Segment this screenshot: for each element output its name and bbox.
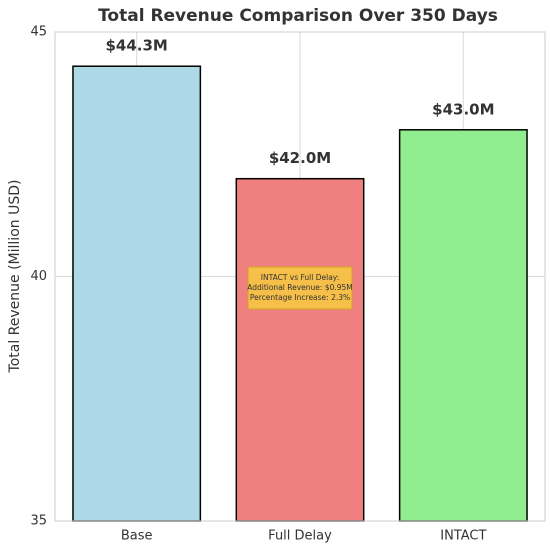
x-tick-label: Base	[121, 529, 153, 544]
bar	[72, 65, 202, 522]
y-tick-label: 45	[30, 25, 47, 40]
annotation: Additional Revenue: $0.95M	[247, 283, 353, 292]
x-tick-label: Full Delay	[268, 529, 332, 544]
annotation: Percentage Increase: 2.3%	[250, 293, 350, 302]
bar	[398, 129, 528, 522]
value-label: $42.0M	[269, 149, 331, 167]
x-tick-label: INTACT	[440, 529, 486, 544]
value-label: $44.3M	[105, 37, 167, 55]
annotation-box	[247, 266, 353, 310]
bar	[235, 177, 365, 522]
y-tick-label: 35	[30, 514, 47, 529]
y-axis-label: Total Revenue (Million USD)	[7, 180, 23, 374]
plot-frame	[54, 31, 546, 522]
value-label: $43.0M	[432, 100, 494, 118]
annotation: INTACT vs Full Delay:	[261, 273, 339, 282]
chart-title: Total Revenue Comparison Over 350 Days	[98, 6, 498, 26]
y-tick-label: 40	[30, 269, 47, 284]
